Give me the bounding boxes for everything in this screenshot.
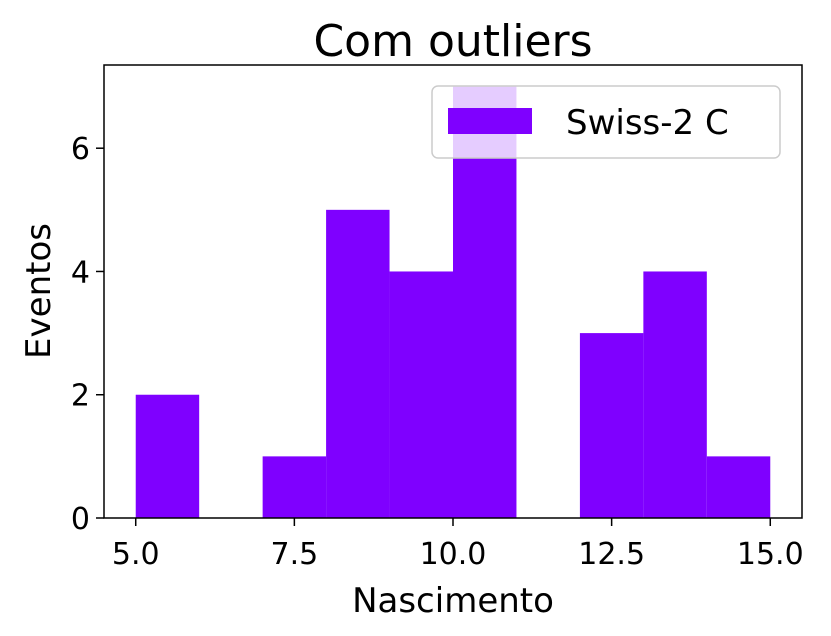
histogram-bar-9: [706, 456, 771, 518]
legend: Swiss-2 C: [431, 85, 781, 159]
chart-title: Com outliers: [313, 16, 592, 67]
histogram-bar-8: [643, 271, 707, 518]
bars-group: [135, 86, 771, 519]
y-tick-label-3: 6: [71, 132, 90, 167]
y-tick-label-1: 2: [71, 379, 90, 414]
y-tick-label-2: 4: [71, 255, 90, 290]
y-axis-label: Eventos: [19, 223, 59, 359]
legend-label: Swiss-2 C: [566, 103, 729, 143]
x-tick-label-3: 12.5: [578, 537, 645, 572]
x-axis-ticks: 5.0 7.5 10.0 12.5 15.0: [112, 518, 804, 572]
x-tick-label-0: 5.0: [112, 537, 160, 572]
histogram-bar-3: [326, 209, 390, 518]
y-axis-ticks: 0 2 4 6: [71, 132, 104, 537]
histogram-bar-7: [579, 333, 644, 518]
histogram-bar-0: [135, 394, 200, 518]
legend-swatch: [448, 108, 532, 134]
histogram-bar-2: [262, 456, 327, 518]
x-tick-label-4: 15.0: [737, 537, 804, 572]
histogram-bar-4: [389, 271, 453, 518]
x-axis-label: Nascimento: [352, 581, 554, 621]
x-tick-label-1: 7.5: [271, 537, 319, 572]
legend-box: [431, 85, 781, 159]
plot-frame: [103, 64, 803, 519]
x-tick-label-2: 10.0: [420, 537, 487, 572]
y-tick-label-0: 0: [71, 502, 90, 537]
